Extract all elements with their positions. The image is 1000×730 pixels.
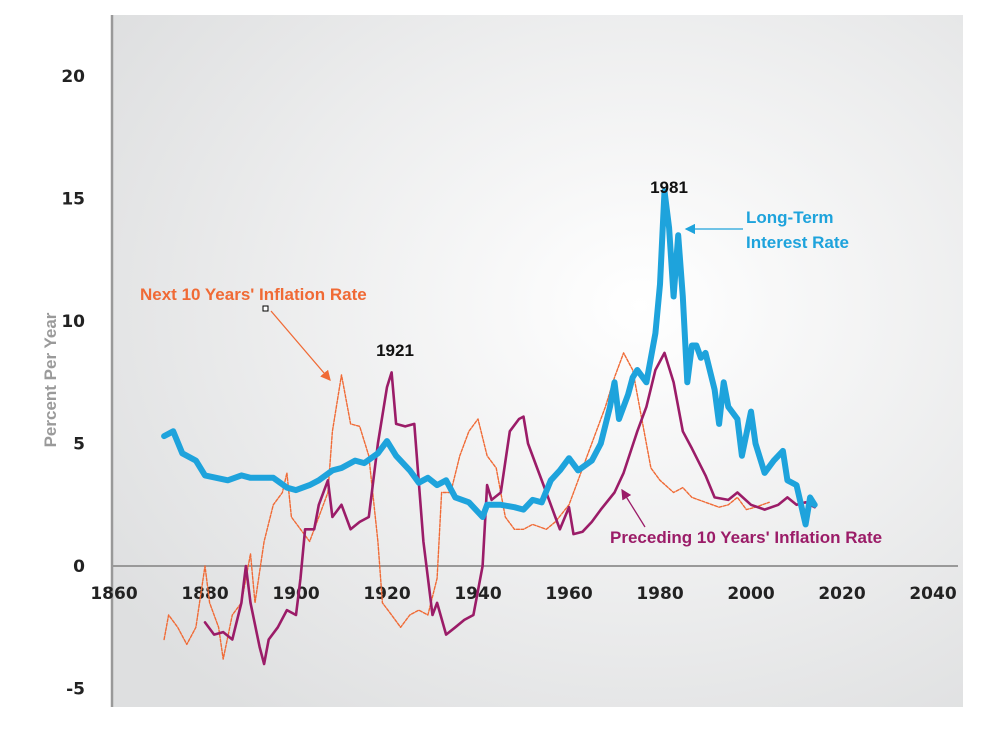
x-tick-label: 1960 — [545, 584, 592, 604]
y-axis-label: Percent Per Year — [41, 312, 60, 447]
next-inflation-label: Next 10 Years' Inflation Rate — [140, 285, 367, 304]
next-inflation-arrow — [270, 310, 331, 381]
peak-label-1981: 1981 — [650, 178, 688, 197]
x-tick-label: 2000 — [727, 584, 774, 604]
interest-label-line2: Interest Rate — [746, 233, 849, 252]
x-tick-label: 1900 — [272, 584, 319, 604]
x-tick-label: 1980 — [636, 584, 683, 604]
series-preceding-10yr-inflation — [203, 351, 817, 666]
y-tick-label: 10 — [61, 312, 85, 332]
y-tick-label: -5 — [66, 680, 85, 700]
annotation-marker — [262, 305, 269, 312]
x-tick-label: 2040 — [909, 584, 956, 604]
y-tick-label: 15 — [61, 190, 85, 210]
interest-label-line1: Long-Term — [746, 208, 834, 227]
preceding-inflation-label: Preceding 10 Years' Inflation Rate — [610, 528, 882, 547]
y-tick-label: 5 — [73, 435, 85, 455]
x-tick-label: 2020 — [818, 584, 865, 604]
preceding-inflation-arrow — [621, 488, 646, 528]
x-tick-label: 1880 — [181, 584, 228, 604]
series-long-term-interest-rate — [161, 188, 818, 528]
x-tick-label: 1920 — [363, 584, 410, 604]
y-tick-label: 20 — [61, 67, 85, 87]
x-tick-label: 1860 — [90, 584, 137, 604]
series-next-10yr-inflation — [163, 352, 770, 660]
y-tick-label: 0 — [73, 557, 85, 577]
peak-label-1921: 1921 — [376, 341, 414, 360]
